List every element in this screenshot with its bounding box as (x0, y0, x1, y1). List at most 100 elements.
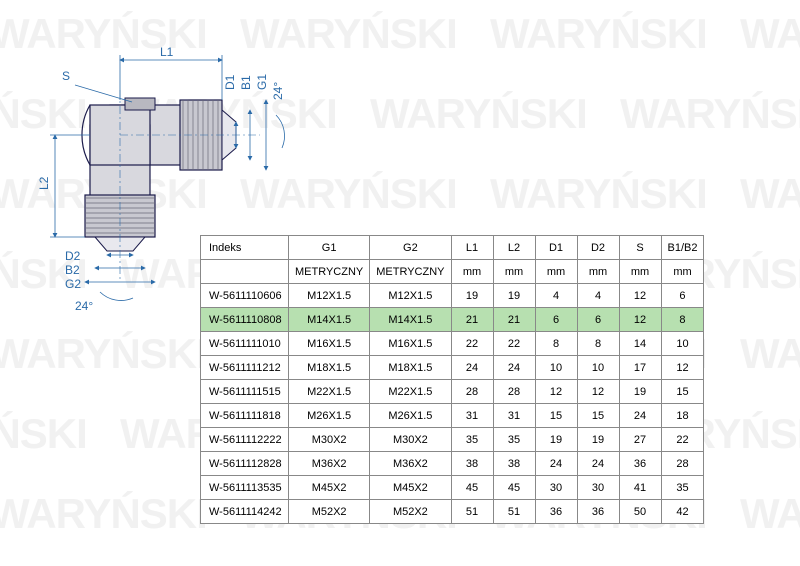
spec-table-body: W-5611110606M12X1.5M12X1.5191944126W-561… (201, 284, 704, 524)
col-unit: mm (577, 260, 619, 284)
cell-value: M26X1.5 (370, 404, 451, 428)
cell-value: 12 (619, 308, 661, 332)
spec-table-container: IndeksG1G2L1L2D1D2SB1/B2 METRYCZNYMETRYC… (200, 235, 704, 524)
cell-value: M18X1.5 (289, 356, 370, 380)
cell-value: 15 (535, 404, 577, 428)
watermark-text: WARYŃSKI (0, 490, 207, 538)
cell-value: 38 (493, 452, 535, 476)
dim-label-d2: D2 (65, 249, 81, 263)
cell-value: 35 (661, 476, 704, 500)
cell-value: 6 (535, 308, 577, 332)
cell-value: 35 (493, 428, 535, 452)
cell-value: 31 (493, 404, 535, 428)
cell-value: 10 (577, 356, 619, 380)
cell-value: 42 (661, 500, 704, 524)
table-row: W-5611112222M30X2M30X2353519192722 (201, 428, 704, 452)
cell-value: M45X2 (370, 476, 451, 500)
cell-value: 36 (577, 500, 619, 524)
cell-value: 4 (577, 284, 619, 308)
cell-index: W-5611111010 (201, 332, 289, 356)
table-row: W-5611111818M26X1.5M26X1.5313115152418 (201, 404, 704, 428)
cell-value: 17 (619, 356, 661, 380)
cell-value: M14X1.5 (370, 308, 451, 332)
cell-index: W-5611112828 (201, 452, 289, 476)
col-header: B1/B2 (661, 236, 704, 260)
cell-index: W-5611110606 (201, 284, 289, 308)
table-row: W-5611112828M36X2M36X2383824243628 (201, 452, 704, 476)
cell-value: 30 (577, 476, 619, 500)
dim-label-g1: G1 (255, 74, 269, 90)
cell-value: M22X1.5 (289, 380, 370, 404)
cell-value: 12 (619, 284, 661, 308)
cell-value: M36X2 (370, 452, 451, 476)
cell-index: W-5611113535 (201, 476, 289, 500)
spec-table: IndeksG1G2L1L2D1D2SB1/B2 METRYCZNYMETRYC… (200, 235, 704, 524)
cell-value: M16X1.5 (370, 332, 451, 356)
cell-value: M52X2 (370, 500, 451, 524)
cell-value: 38 (451, 452, 493, 476)
cell-value: 15 (577, 404, 619, 428)
cell-value: 10 (661, 332, 704, 356)
dim-label-b1: B1 (239, 75, 253, 90)
cell-value: 41 (619, 476, 661, 500)
watermark-text: WARYŃSKI (0, 410, 87, 458)
cell-value: 18 (661, 404, 704, 428)
cell-value: 36 (619, 452, 661, 476)
cell-value: M30X2 (370, 428, 451, 452)
cell-value: 8 (577, 332, 619, 356)
cell-value: M45X2 (289, 476, 370, 500)
cell-value: 24 (619, 404, 661, 428)
col-unit (201, 260, 289, 284)
table-row: W-5611111010M16X1.5M16X1.52222881410 (201, 332, 704, 356)
cell-value: 22 (661, 428, 704, 452)
dim-label-d1: D1 (223, 74, 237, 90)
dim-label-l2: L2 (37, 176, 51, 190)
cell-value: M14X1.5 (289, 308, 370, 332)
cell-value: 21 (493, 308, 535, 332)
watermark-text: WARYŃSKI (490, 170, 707, 218)
col-unit: METRYCZNY (370, 260, 451, 284)
cell-value: M12X1.5 (289, 284, 370, 308)
cell-value: 35 (451, 428, 493, 452)
cell-value: M18X1.5 (370, 356, 451, 380)
cell-value: M26X1.5 (289, 404, 370, 428)
cell-value: 28 (451, 380, 493, 404)
cell-value: 28 (661, 452, 704, 476)
col-unit: METRYCZNY (289, 260, 370, 284)
table-row: W-5611110808M14X1.5M14X1.5212166128 (201, 308, 704, 332)
table-row: W-5611110606M12X1.5M12X1.5191944126 (201, 284, 704, 308)
cell-value: 8 (661, 308, 704, 332)
col-unit: mm (661, 260, 704, 284)
cell-index: W-5611110808 (201, 308, 289, 332)
col-header: D1 (535, 236, 577, 260)
cell-value: 24 (451, 356, 493, 380)
watermark-text: WARYŃSKI (620, 90, 800, 138)
cell-value: 19 (451, 284, 493, 308)
col-header: Indeks (201, 236, 289, 260)
cell-value: 45 (493, 476, 535, 500)
cell-value: 12 (661, 356, 704, 380)
dim-label-angle-bottom: 24° (75, 299, 93, 313)
cell-value: 51 (493, 500, 535, 524)
cell-value: M36X2 (289, 452, 370, 476)
cell-index: W-5611114242 (201, 500, 289, 524)
spec-table-head: IndeksG1G2L1L2D1D2SB1/B2 METRYCZNYMETRYC… (201, 236, 704, 284)
dim-label-angle-top: 24° (271, 82, 285, 100)
col-header: G2 (370, 236, 451, 260)
watermark-text: WARYŃSKI (740, 170, 800, 218)
cell-value: M22X1.5 (370, 380, 451, 404)
cell-value: 19 (619, 380, 661, 404)
col-header: L1 (451, 236, 493, 260)
cell-index: W-5611111212 (201, 356, 289, 380)
cell-value: M16X1.5 (289, 332, 370, 356)
cell-value: M30X2 (289, 428, 370, 452)
cell-value: 19 (535, 428, 577, 452)
cell-index: W-5611111515 (201, 380, 289, 404)
cell-value: 22 (493, 332, 535, 356)
cell-value: 36 (535, 500, 577, 524)
watermark-text: WARYŃSKI (0, 330, 207, 378)
header-row-labels: IndeksG1G2L1L2D1D2SB1/B2 (201, 236, 704, 260)
cell-value: 15 (661, 380, 704, 404)
header-row-units: METRYCZNYMETRYCZNYmmmmmmmmmmmm (201, 260, 704, 284)
cell-value: 28 (493, 380, 535, 404)
